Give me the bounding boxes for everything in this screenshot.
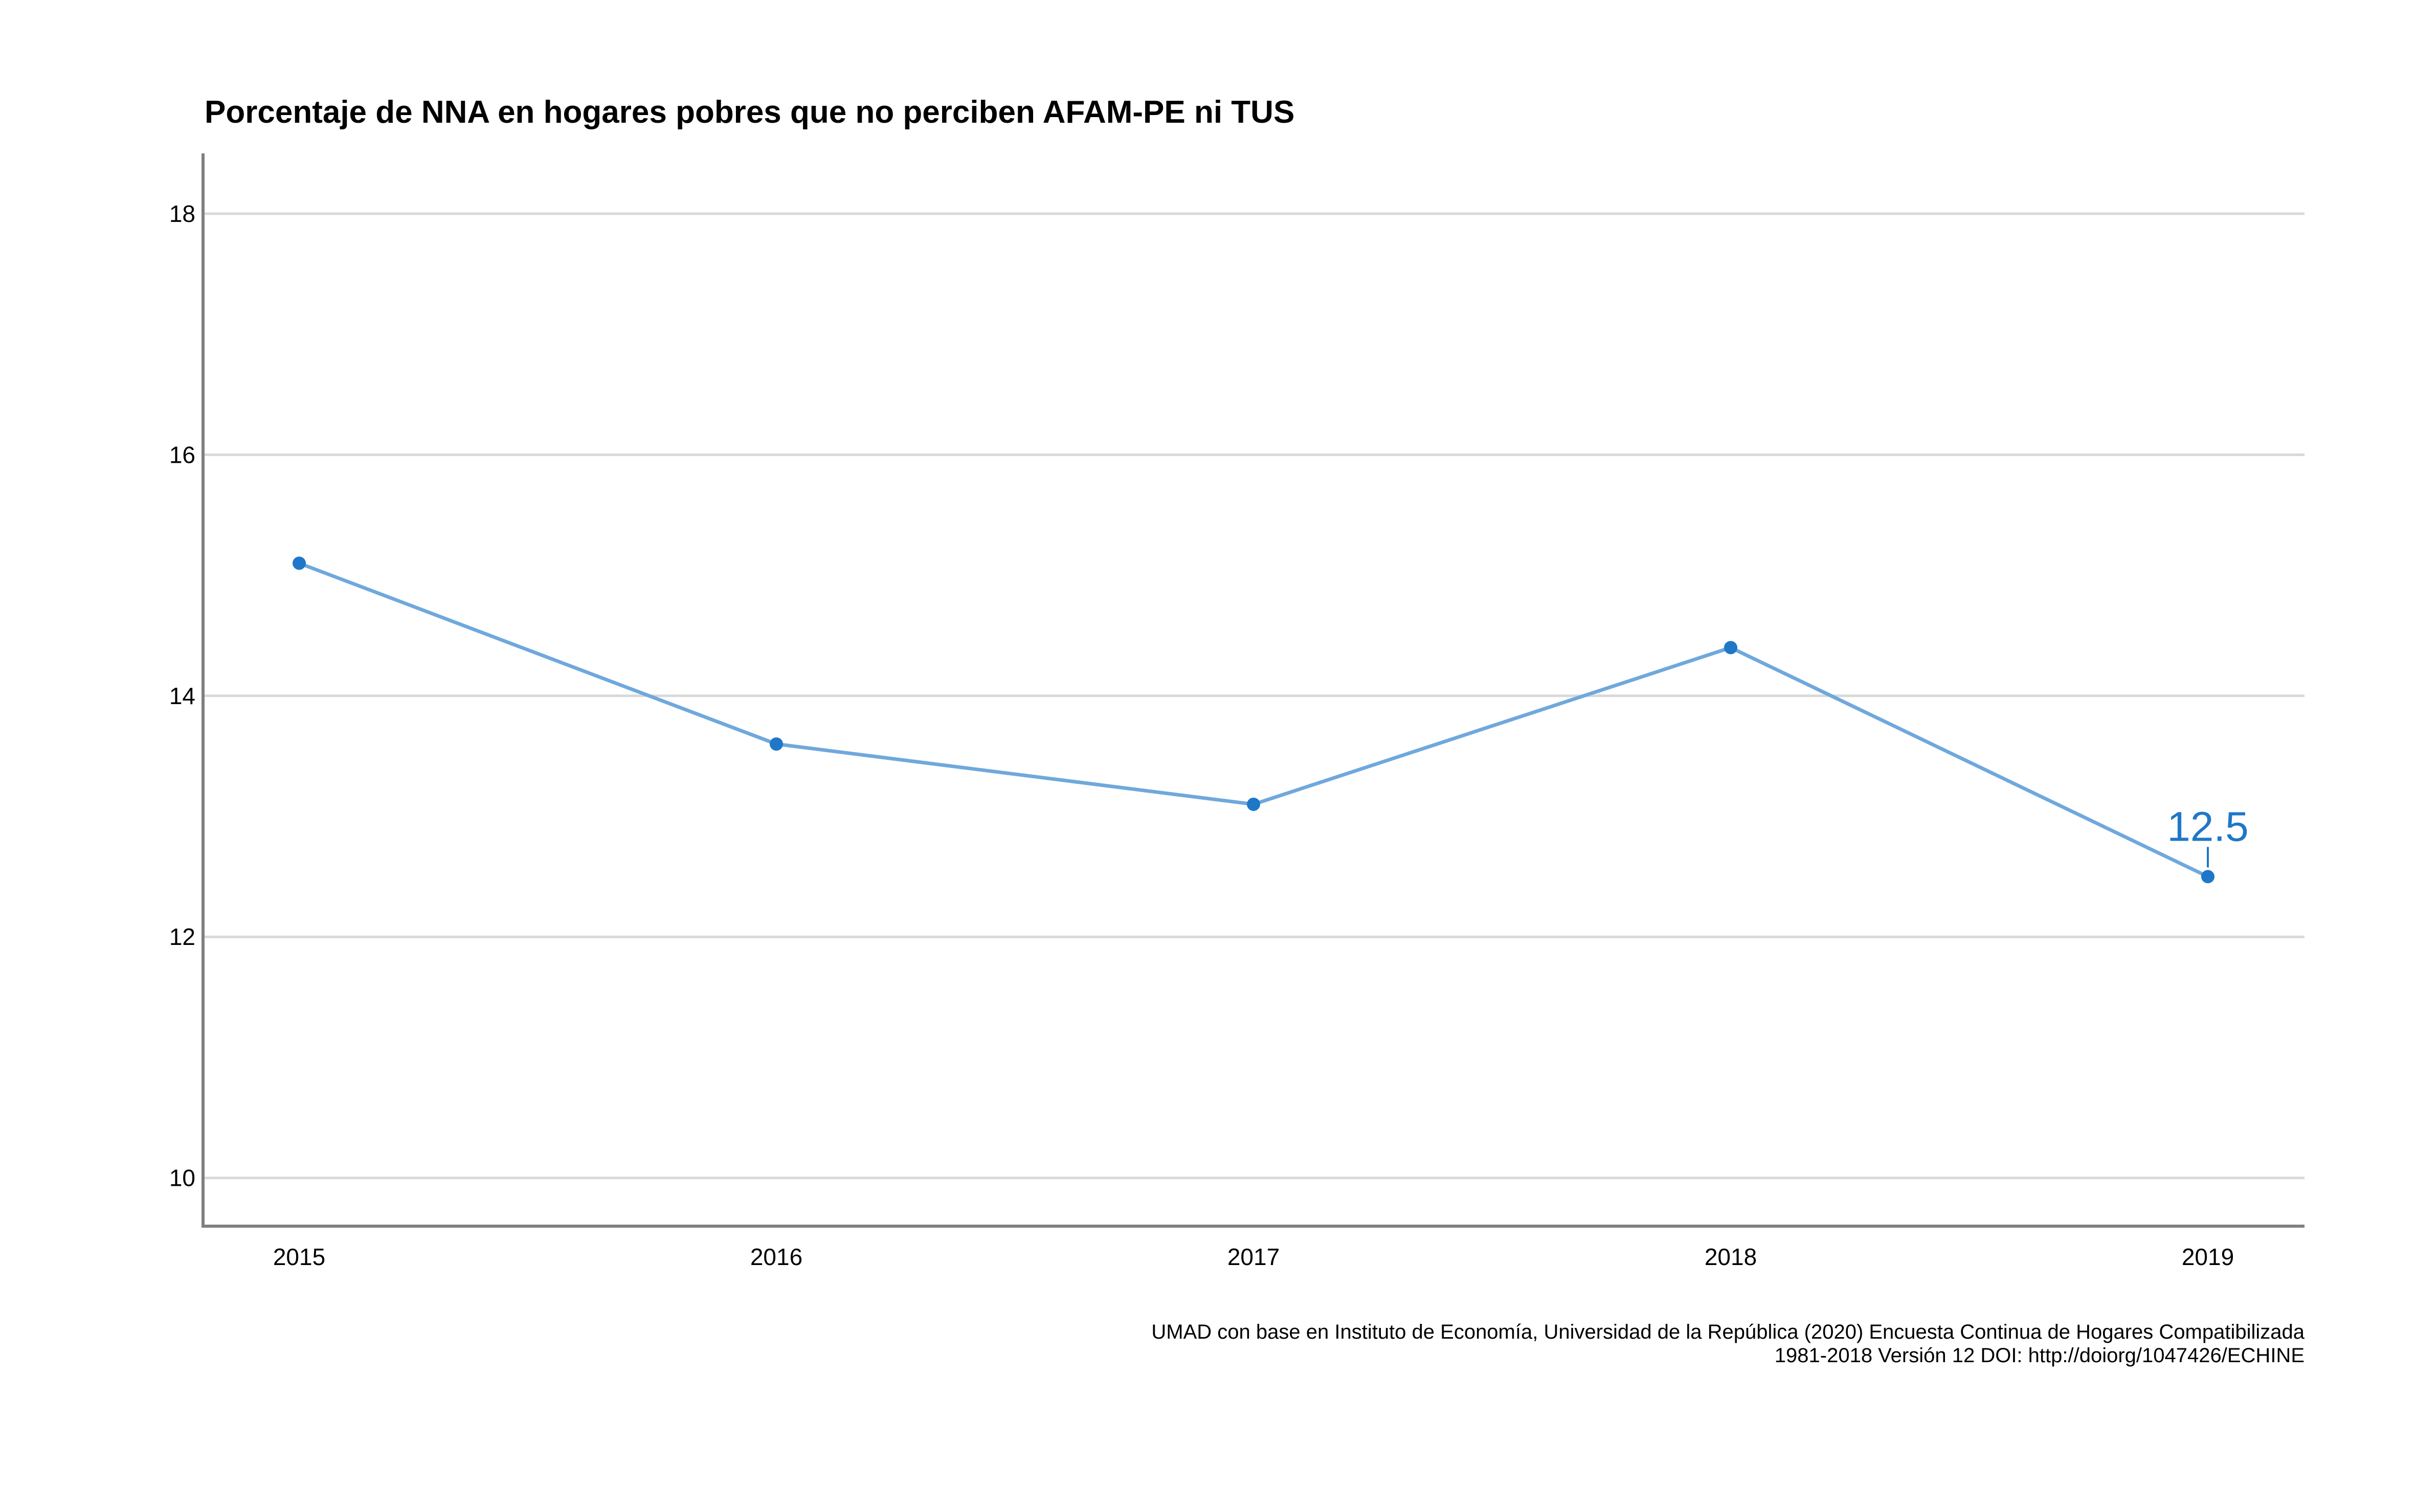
y-tick-label-16: 16: [169, 441, 195, 468]
data-point-2015: [293, 556, 306, 570]
data-point-2019: [2201, 870, 2214, 884]
source-caption-line-1: UMAD con base en Instituto de Economía, …: [1151, 1321, 2305, 1343]
y-tick-label-14: 14: [169, 683, 195, 709]
data-label-layer: 12.5: [2167, 803, 2249, 868]
data-point-2017: [1247, 797, 1260, 811]
data-point-2016: [770, 737, 783, 751]
source-caption-line-2: 1981-2018 Versión 12 DOI: http://doiorg/…: [1775, 1344, 2305, 1367]
data-points: [293, 556, 2214, 884]
series-line-0: [297, 561, 2210, 878]
data-point-2018: [1724, 641, 1737, 655]
y-tick-label-12: 12: [169, 923, 195, 950]
gridlines: [203, 212, 2305, 1180]
x-tick-label-2015: 2015: [273, 1244, 325, 1270]
x-tick-label-2018: 2018: [1705, 1244, 1757, 1270]
series-line-layer: [297, 561, 2210, 878]
y-tick-label-18: 18: [169, 200, 195, 227]
x-tick-label-2016: 2016: [750, 1244, 802, 1270]
axes: 10 12 14 16 18 2015 2016 2017 2018 2019: [169, 153, 2305, 1270]
y-tick-label-10: 10: [169, 1165, 195, 1191]
x-tick-label-2019: 2019: [2182, 1244, 2234, 1270]
x-tick-label-2017: 2017: [1227, 1244, 1280, 1270]
data-label-2019: 12.5: [2167, 803, 2249, 850]
chart-title: Porcentaje de NNA en hogares pobres que …: [205, 95, 1294, 130]
